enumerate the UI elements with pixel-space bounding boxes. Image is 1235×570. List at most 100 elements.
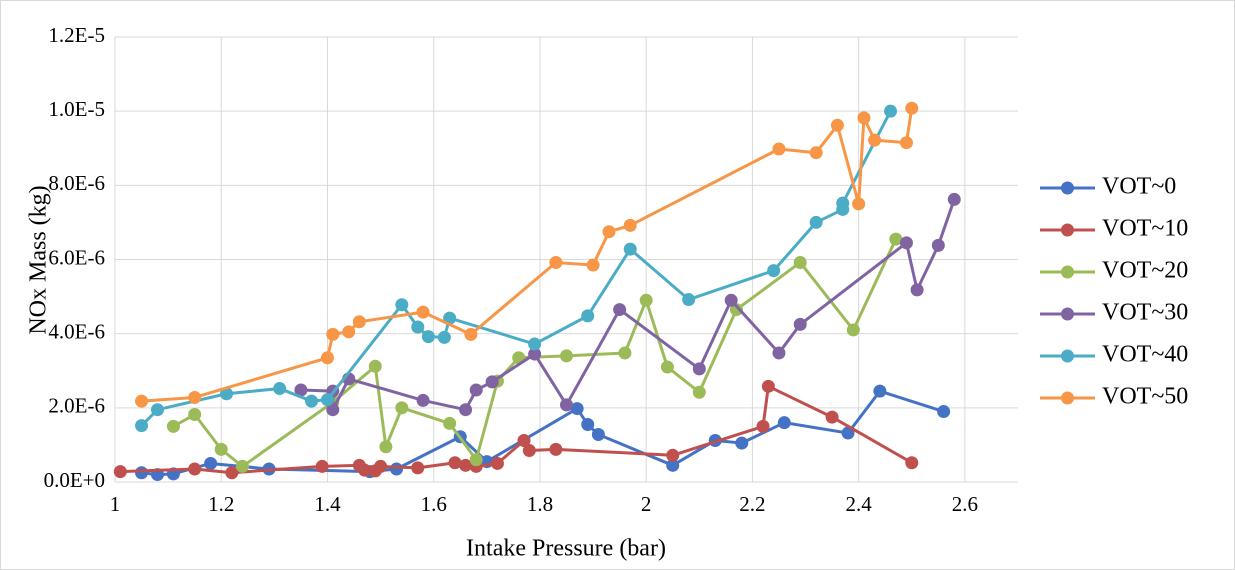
- data-point: [623, 242, 637, 256]
- legend-marker: [1061, 391, 1074, 405]
- data-point: [666, 458, 680, 472]
- data-point: [150, 403, 164, 417]
- x-tick-label: 1: [110, 492, 121, 516]
- data-point: [522, 443, 536, 457]
- data-point: [305, 394, 319, 408]
- data-point: [326, 327, 340, 341]
- data-point: [528, 337, 542, 351]
- data-point: [166, 419, 180, 433]
- data-point: [358, 463, 372, 477]
- data-point: [342, 325, 356, 339]
- data-point: [204, 456, 218, 470]
- data-point: [937, 405, 951, 419]
- data-point: [852, 197, 866, 211]
- data-point: [836, 196, 850, 210]
- data-point: [602, 225, 616, 239]
- data-point: [756, 419, 770, 433]
- data-point: [772, 346, 786, 360]
- data-point: [235, 459, 249, 473]
- data-point: [411, 320, 425, 334]
- data-point: [549, 255, 563, 269]
- data-point: [899, 236, 913, 250]
- data-point: [692, 385, 706, 399]
- data-point: [905, 456, 919, 470]
- legend-label: VOT~10: [1102, 216, 1188, 242]
- data-point: [581, 309, 595, 323]
- data-point: [682, 293, 696, 307]
- y-tick-label: 6.0E-6: [48, 245, 105, 269]
- y-tick-label: 2.0E-6: [48, 394, 105, 418]
- data-point: [188, 390, 202, 404]
- data-point: [830, 118, 844, 132]
- data-point: [135, 394, 149, 408]
- data-point: [437, 330, 451, 344]
- data-point: [459, 458, 473, 472]
- y-tick-label: 4.0E-6: [48, 319, 105, 343]
- legend-label: VOT~0: [1102, 174, 1176, 200]
- data-point: [570, 402, 584, 416]
- legend-label: VOT~30: [1102, 300, 1188, 326]
- data-point: [273, 382, 287, 396]
- data-point: [623, 218, 637, 232]
- data-point: [692, 362, 706, 376]
- data-point: [931, 238, 945, 252]
- y-tick-label: 1.2E-5: [48, 23, 105, 47]
- data-point: [761, 379, 775, 393]
- data-point: [809, 215, 823, 229]
- y-axis-title: NOx Mass (kg): [26, 185, 52, 334]
- data-point: [374, 459, 388, 473]
- x-axis-title: Intake Pressure (bar): [466, 536, 666, 562]
- data-point: [767, 264, 781, 278]
- legend-marker: [1061, 349, 1074, 363]
- legend-marker: [1061, 307, 1074, 321]
- data-point: [416, 305, 430, 319]
- data-point: [368, 359, 382, 373]
- data-point: [188, 462, 202, 476]
- data-point: [660, 360, 674, 374]
- y-tick-label: 1.0E-5: [48, 97, 105, 121]
- data-point: [724, 293, 738, 307]
- data-point: [777, 416, 791, 430]
- data-point: [469, 453, 483, 467]
- data-point: [549, 442, 563, 456]
- data-point: [809, 146, 823, 160]
- data-point: [560, 398, 573, 412]
- data-point: [772, 142, 786, 156]
- data-point: [560, 349, 573, 363]
- data-point: [485, 375, 499, 389]
- x-tick-label: 1.4: [314, 492, 341, 516]
- data-point: [873, 384, 887, 398]
- legend-label: VOT~50: [1102, 384, 1188, 410]
- data-point: [395, 298, 409, 312]
- data-point: [459, 403, 473, 417]
- data-point: [639, 293, 653, 307]
- data-point: [825, 410, 839, 424]
- y-tick-label: 8.0E-6: [48, 171, 105, 195]
- data-point: [448, 456, 462, 470]
- data-point: [618, 346, 632, 360]
- x-tick-label: 2.4: [846, 492, 873, 516]
- data-point: [320, 351, 334, 365]
- data-point: [352, 315, 366, 329]
- data-point: [443, 416, 457, 430]
- x-tick-label: 1.8: [527, 492, 553, 516]
- data-point: [586, 258, 600, 272]
- data-point: [320, 393, 334, 407]
- data-point: [910, 283, 924, 297]
- data-point: [220, 387, 234, 401]
- data-point: [416, 393, 430, 407]
- data-point: [591, 428, 605, 442]
- y-tick-label: 0.0E+0: [44, 468, 105, 492]
- data-point: [294, 383, 308, 397]
- legend-marker: [1061, 265, 1074, 279]
- data-point: [390, 462, 404, 476]
- data-point: [395, 401, 409, 415]
- data-point: [793, 317, 807, 331]
- data-point: [857, 111, 871, 125]
- data-point: [613, 303, 627, 317]
- data-point: [135, 419, 149, 433]
- data-point: [113, 465, 127, 479]
- data-point: [214, 442, 228, 456]
- legend-label: VOT~20: [1102, 258, 1188, 284]
